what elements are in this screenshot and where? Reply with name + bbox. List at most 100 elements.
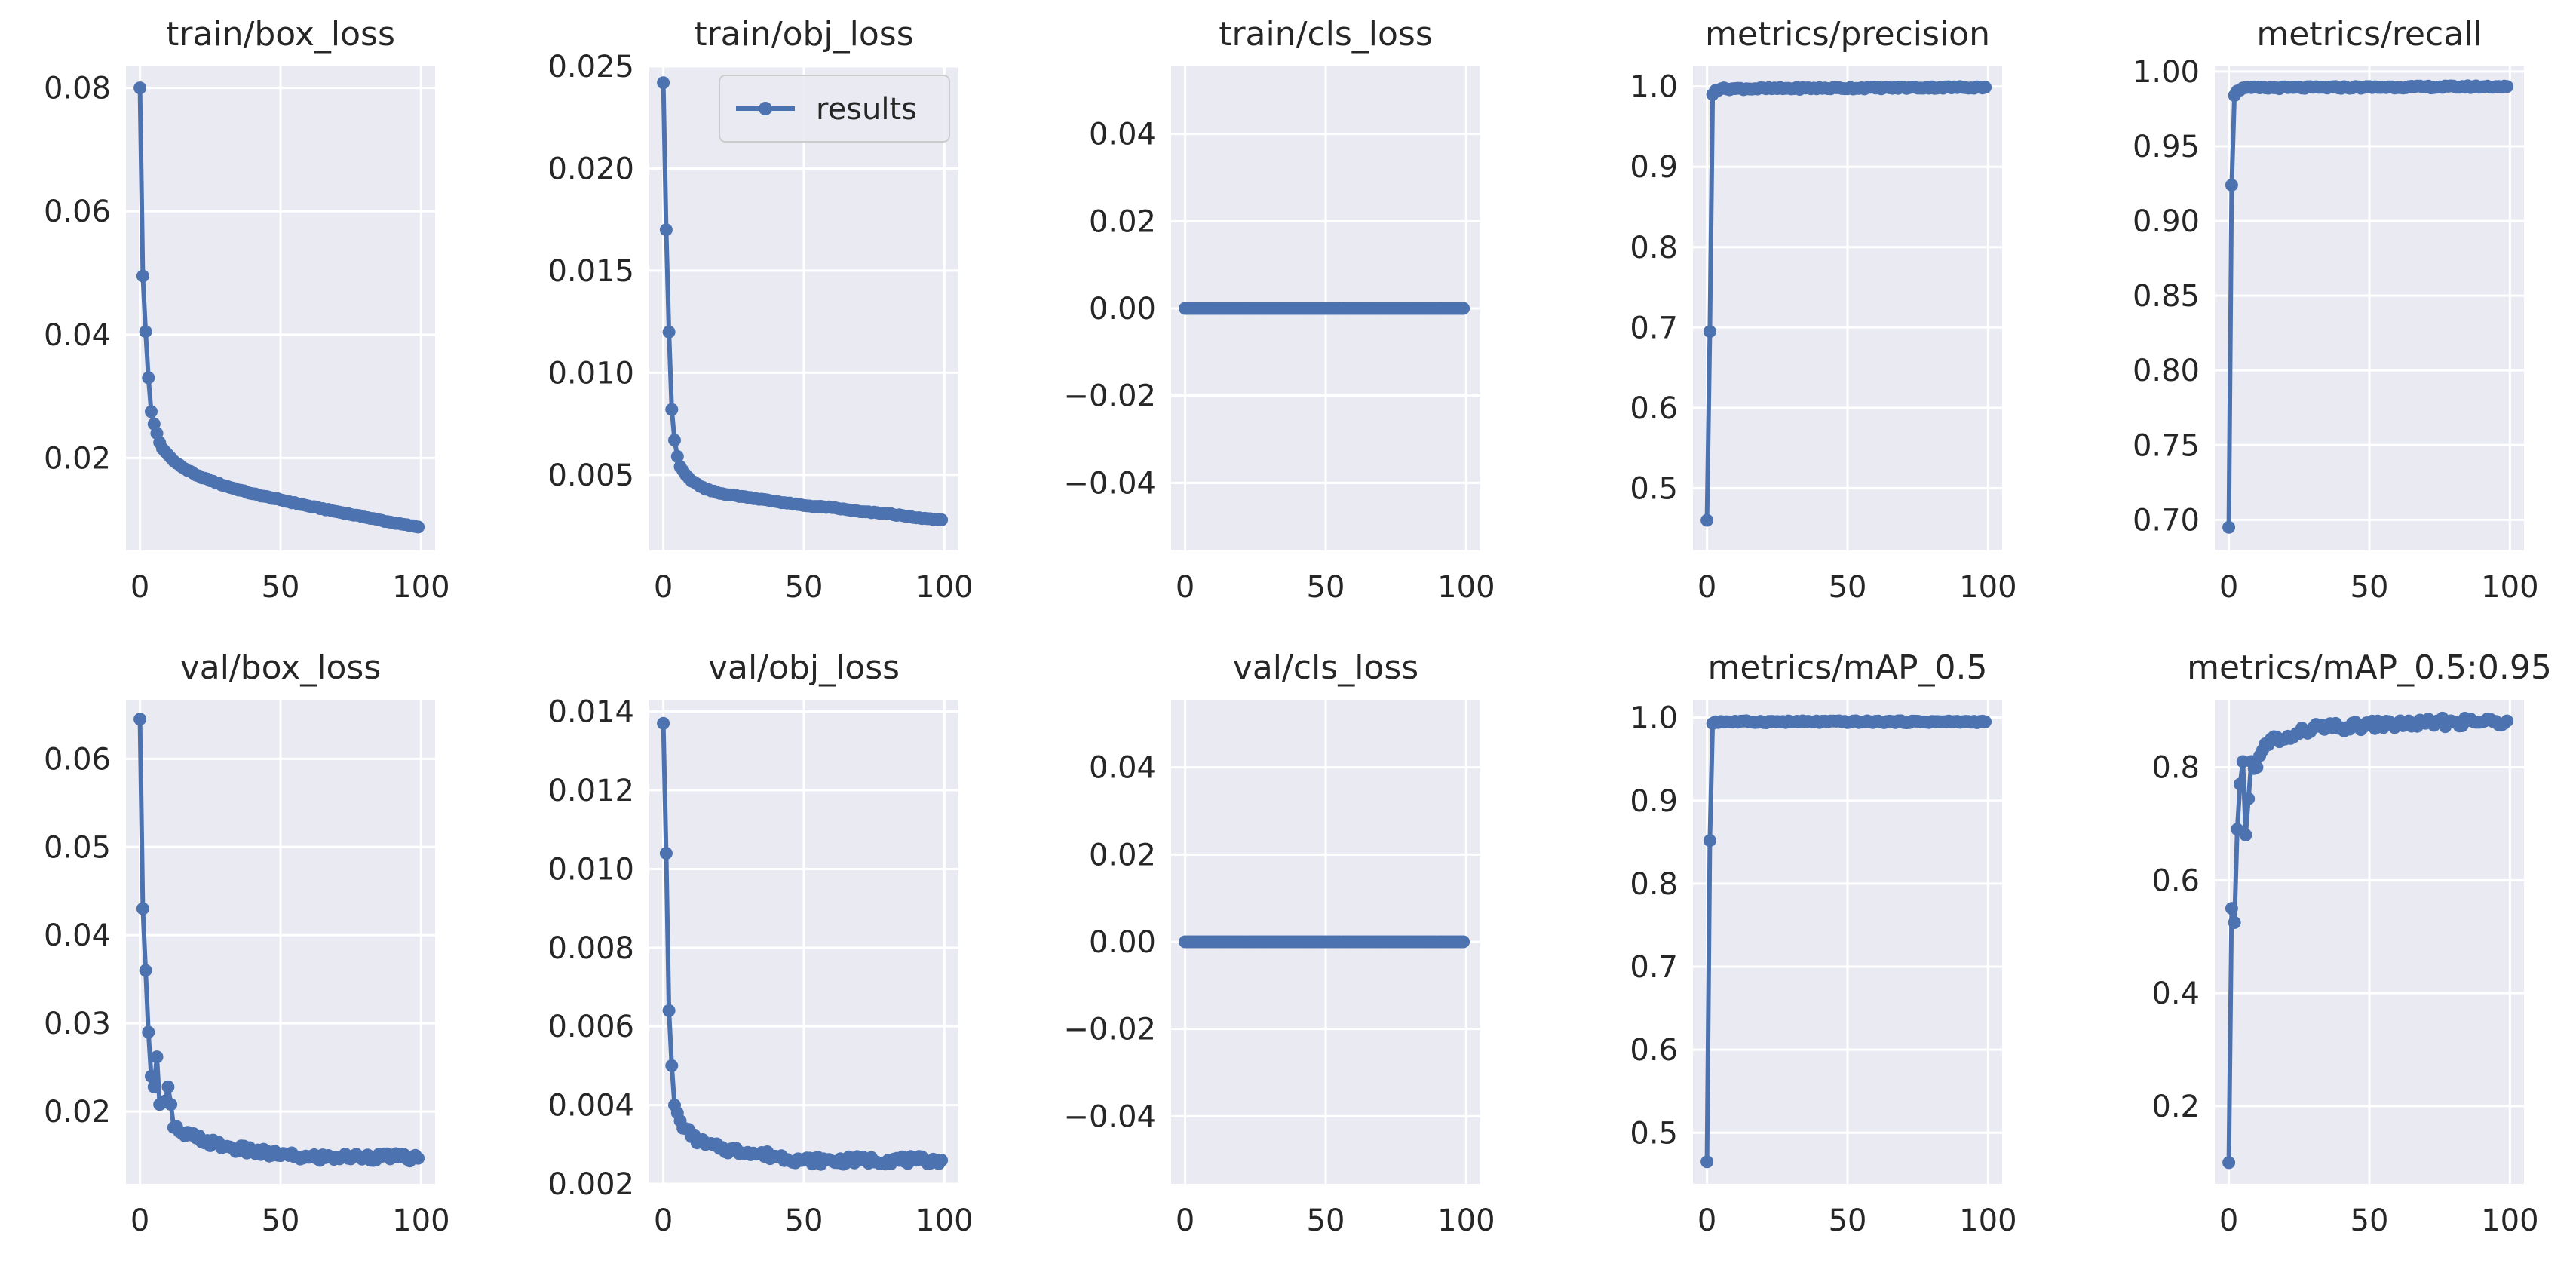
subplot-metrics-precision: metrics/precision 0 50 100 0.5 0.6 0.7 0.8 0.9 1.… [1630, 15, 2016, 605]
data-point [662, 325, 676, 339]
x-tick-label: 50 [1307, 1203, 1345, 1238]
y-tick-label: 0.80 [2133, 354, 2200, 388]
x-tick-label: 50 [785, 1203, 823, 1238]
chart-title: metrics/mAP_0.5 [1708, 648, 1988, 687]
chart-title: metrics/recall [2256, 15, 2482, 54]
y-tick-label: 1.0 [1630, 701, 1678, 736]
data-point [2222, 1156, 2236, 1170]
x-tick-label: 100 [392, 570, 449, 605]
y-tick-label: 1.0 [1630, 70, 1678, 105]
x-tick-label: 0 [2219, 570, 2238, 605]
y-tick-label: 0.90 [2133, 204, 2200, 239]
data-point [1979, 81, 1992, 94]
y-tick-label: 0.025 [547, 50, 634, 84]
data-point [2250, 761, 2264, 774]
y-tick-label: 0.015 [547, 254, 634, 289]
y-tick-label: 0.02 [1089, 204, 1156, 239]
subplot-metrics-map-0-5: metrics/mAP_0.5 0 50 100 0.5 0.6 0.7 0.8 0.9 1.0 [1630, 648, 2016, 1238]
data-point [2239, 828, 2252, 841]
subplot-train-box-loss: train/box_loss 0 50 100 0.02 0.04 0.06 0.08 [44, 15, 450, 605]
legend-label: results [816, 92, 917, 127]
y-tick-label: 0.012 [547, 774, 634, 808]
x-tick-label: 0 [654, 570, 673, 605]
x-tick-label: 100 [392, 1203, 449, 1238]
chart-title: train/cls_loss [1219, 15, 1433, 54]
y-tick-label: 0.04 [1089, 118, 1156, 152]
subplot-train-cls-loss: train/cls_loss 0 50 100 −0.04 −0.02 0.00 0.02 0.… [1063, 15, 1495, 605]
data-point [659, 223, 673, 237]
x-tick-label: 50 [1829, 570, 1867, 605]
data-point [1703, 834, 1716, 848]
y-tick-label: 0.020 [547, 152, 634, 186]
x-tick-label: 50 [2351, 570, 2389, 605]
y-tick-label: 0.8 [1630, 867, 1678, 902]
data-point [142, 371, 155, 385]
data-point [161, 1080, 175, 1093]
chart-title: train/obj_loss [694, 15, 913, 54]
y-tick-label: 0.9 [1630, 150, 1678, 185]
data-point [2222, 520, 2236, 534]
y-tick-label: 0.006 [547, 1010, 634, 1044]
data-point [670, 449, 684, 463]
y-tick-label: −0.04 [1063, 466, 1156, 501]
y-tick-label: 0.03 [44, 1007, 111, 1041]
legend: results [719, 75, 950, 143]
x-tick-label: 100 [2481, 1203, 2538, 1238]
subplot-metrics-map-0-5-0-95: metrics/mAP_0.5:0.95 0 50 100 0.2 0.4 0.6 0.8 [2151, 648, 2551, 1238]
x-tick-label: 100 [1959, 570, 2016, 605]
y-tick-label: 0.4 [2151, 976, 2200, 1011]
x-tick-label: 100 [915, 1203, 973, 1238]
y-tick-label: 0.002 [547, 1167, 634, 1202]
data-point [665, 403, 679, 416]
data-point [145, 405, 158, 418]
x-tick-label: 50 [262, 570, 300, 605]
y-tick-label: 0.8 [2151, 751, 2200, 786]
y-tick-label: 0.70 [2133, 503, 2200, 538]
y-tick-label: 0.5 [1630, 1116, 1678, 1151]
data-point [665, 1059, 679, 1072]
y-tick-label: −0.02 [1063, 1013, 1156, 1047]
y-tick-label: 0.008 [547, 931, 634, 966]
chart-title: metrics/mAP_0.5:0.95 [2187, 648, 2552, 687]
y-tick-label: 0.02 [44, 441, 111, 476]
data-point [2228, 916, 2241, 929]
y-tick-label: 0.85 [2133, 279, 2200, 314]
x-tick-label: 0 [1176, 570, 1194, 605]
data-point [133, 81, 147, 95]
data-point [1457, 935, 1470, 949]
data-point [139, 325, 152, 339]
data-point [1703, 325, 1716, 339]
y-tick-label: 0.010 [547, 356, 634, 391]
subplot-val-box-loss: val/box_loss 0 50 100 0.02 0.03 0.04 0.05 0.06 [44, 648, 450, 1238]
y-tick-label: 0.06 [44, 742, 111, 777]
x-tick-label: 100 [1437, 1203, 1495, 1238]
data-point [668, 434, 681, 447]
data-point [1457, 302, 1470, 315]
data-point [150, 1050, 164, 1064]
x-tick-label: 100 [915, 570, 973, 605]
y-tick-label: 0.9 [1630, 784, 1678, 819]
y-tick-label: −0.02 [1063, 379, 1156, 414]
y-tick-label: 1.00 [2133, 55, 2200, 90]
x-tick-label: 50 [2351, 1203, 2389, 1238]
x-tick-label: 100 [1437, 570, 1495, 605]
y-tick-label: 0.7 [1630, 950, 1678, 985]
subplot-val-obj-loss: val/obj_loss 0 50 100 0.002 0.004 0.006 0.008 0.… [547, 648, 973, 1238]
y-tick-label: 0.75 [2133, 428, 2200, 463]
y-tick-label: 0.005 [547, 458, 634, 493]
y-tick-label: 0.06 [44, 195, 111, 229]
data-point [935, 1154, 949, 1167]
y-tick-label: 0.6 [1630, 391, 1678, 426]
data-point [2234, 777, 2246, 791]
y-tick-label: 0.05 [44, 830, 111, 865]
data-point [136, 902, 149, 915]
y-tick-label: 0.004 [547, 1089, 634, 1124]
data-point [2242, 792, 2256, 805]
y-tick-label: 0.8 [1630, 231, 1678, 265]
x-tick-label: 0 [654, 1203, 673, 1238]
subplot-val-cls-loss: val/cls_loss 0 50 100 −0.04 −0.02 0.00 0.02 0.04 [1063, 648, 1495, 1238]
y-tick-label: −0.04 [1063, 1099, 1156, 1134]
y-tick-label: 0.04 [44, 918, 111, 953]
chart-title: val/obj_loss [708, 648, 900, 687]
legend-box [719, 75, 950, 143]
